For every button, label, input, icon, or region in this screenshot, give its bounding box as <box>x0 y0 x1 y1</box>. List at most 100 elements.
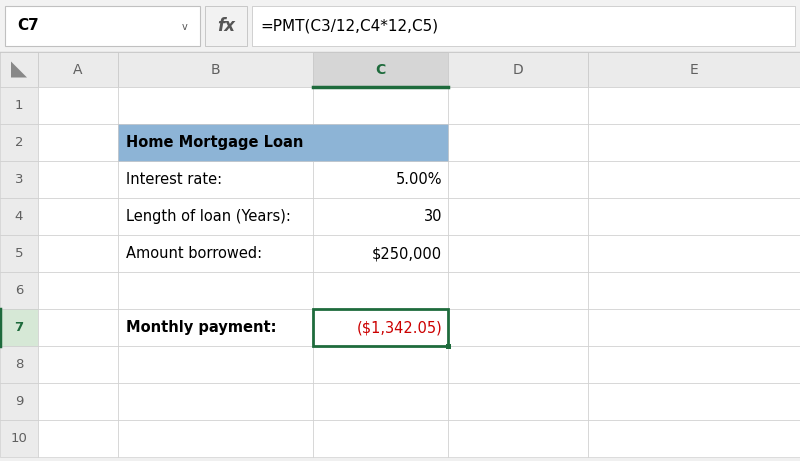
Text: 2: 2 <box>14 136 23 149</box>
Text: fx: fx <box>217 17 235 35</box>
Bar <box>313 309 448 346</box>
Bar <box>448 272 588 309</box>
Bar <box>118 420 313 457</box>
Text: Amount borrowed:: Amount borrowed: <box>126 246 262 261</box>
Text: 8: 8 <box>15 358 23 371</box>
Bar <box>448 198 588 235</box>
Text: D: D <box>513 63 523 77</box>
Bar <box>38 161 118 198</box>
Bar <box>38 124 118 161</box>
Bar <box>205 6 247 46</box>
Text: 30: 30 <box>423 209 442 224</box>
Bar <box>448 124 588 161</box>
Bar <box>448 87 588 124</box>
Bar <box>0 235 38 272</box>
Bar <box>252 6 795 46</box>
Bar <box>38 198 118 235</box>
Bar <box>38 420 118 457</box>
Bar <box>588 87 800 124</box>
Bar <box>448 309 588 346</box>
Bar <box>118 87 313 124</box>
Bar <box>313 309 448 346</box>
Bar <box>118 124 448 161</box>
Bar <box>118 198 313 235</box>
Text: Interest rate:: Interest rate: <box>126 172 222 187</box>
Bar <box>446 343 450 349</box>
Text: 6: 6 <box>15 284 23 297</box>
Bar <box>313 235 448 272</box>
Bar <box>588 309 800 346</box>
Bar <box>313 87 448 124</box>
Text: =PMT(C3/12,C4*12,C5): =PMT(C3/12,C4*12,C5) <box>260 18 438 34</box>
Bar <box>5 6 200 46</box>
Bar <box>118 52 313 87</box>
Bar <box>118 383 313 420</box>
Text: Monthly payment:: Monthly payment: <box>126 320 277 335</box>
Text: 1: 1 <box>14 99 23 112</box>
Bar <box>0 0 800 52</box>
Bar <box>38 346 118 383</box>
Bar <box>448 161 588 198</box>
Text: 7: 7 <box>14 321 23 334</box>
Bar <box>38 309 118 346</box>
Bar <box>0 87 38 124</box>
Bar <box>588 198 800 235</box>
Bar <box>448 420 588 457</box>
Bar <box>38 235 118 272</box>
Bar <box>448 235 588 272</box>
Bar <box>0 420 38 457</box>
Bar <box>313 161 448 198</box>
Bar <box>448 383 588 420</box>
Bar <box>313 420 448 457</box>
Bar <box>38 272 118 309</box>
Text: 3: 3 <box>14 173 23 186</box>
Bar <box>0 383 38 420</box>
Bar <box>118 272 313 309</box>
Bar <box>448 52 588 87</box>
Bar <box>588 272 800 309</box>
Bar <box>118 124 313 161</box>
Bar <box>313 346 448 383</box>
Bar <box>38 52 118 87</box>
Text: A: A <box>74 63 82 77</box>
Bar <box>118 161 313 198</box>
Text: v: v <box>182 22 188 32</box>
Bar <box>448 346 588 383</box>
Text: $250,000: $250,000 <box>372 246 442 261</box>
Text: 10: 10 <box>10 432 27 445</box>
Bar <box>588 161 800 198</box>
Bar <box>0 161 38 198</box>
Bar <box>313 198 448 235</box>
Bar <box>588 346 800 383</box>
Text: E: E <box>690 63 698 77</box>
Text: B: B <box>210 63 220 77</box>
Bar <box>313 124 448 161</box>
Text: 4: 4 <box>15 210 23 223</box>
Text: C: C <box>375 63 386 77</box>
Bar <box>0 52 38 87</box>
Bar <box>313 383 448 420</box>
Text: 5: 5 <box>14 247 23 260</box>
Bar <box>588 235 800 272</box>
Bar <box>0 198 38 235</box>
Text: C7: C7 <box>17 18 38 34</box>
Text: 5.00%: 5.00% <box>395 172 442 187</box>
Bar <box>588 383 800 420</box>
Text: 9: 9 <box>15 395 23 408</box>
Text: Length of loan (Years):: Length of loan (Years): <box>126 209 291 224</box>
Bar <box>313 52 448 87</box>
Bar <box>588 124 800 161</box>
Bar <box>118 309 313 346</box>
Bar <box>118 346 313 383</box>
Bar <box>588 420 800 457</box>
Bar <box>38 383 118 420</box>
Bar <box>0 272 38 309</box>
Bar <box>0 346 38 383</box>
Bar <box>0 124 38 161</box>
Text: Home Mortgage Loan: Home Mortgage Loan <box>126 135 303 150</box>
Bar <box>38 87 118 124</box>
Text: ($1,342.05): ($1,342.05) <box>356 320 442 335</box>
Polygon shape <box>11 61 27 77</box>
Bar <box>313 272 448 309</box>
Bar <box>588 52 800 87</box>
